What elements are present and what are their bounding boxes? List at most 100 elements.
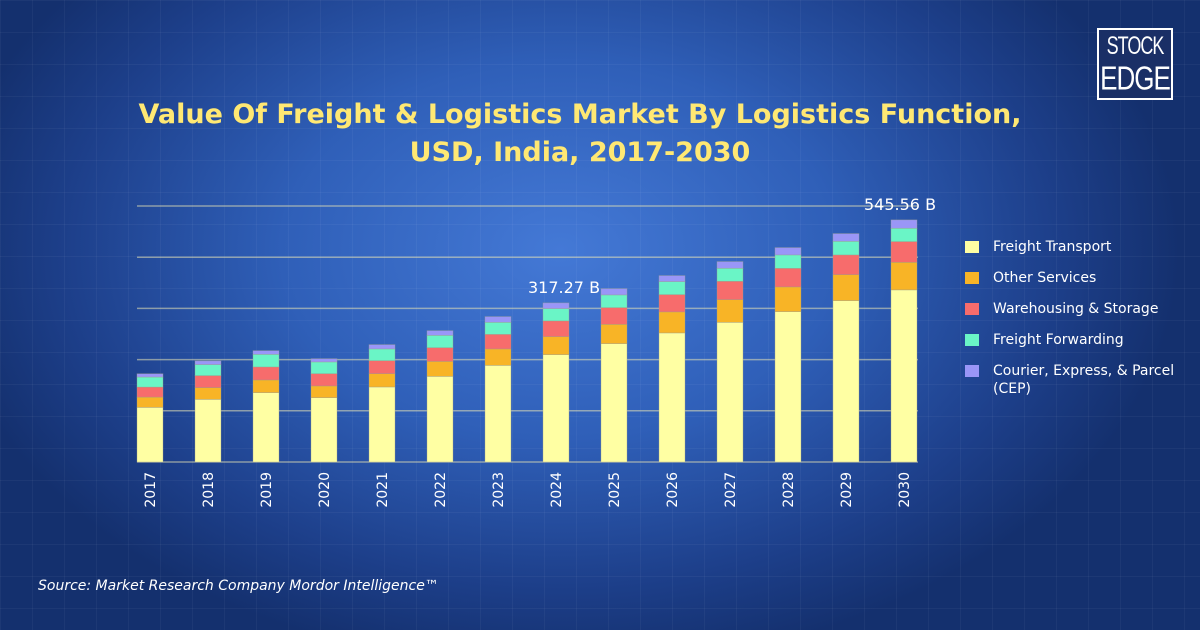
- title-line-1: Value Of Freight & Logistics Market By L…: [138, 99, 1022, 130]
- legend-swatch: [965, 303, 979, 315]
- legend-label: Freight Forwarding: [993, 332, 1124, 348]
- bar-segment-2026-0: [658, 332, 686, 463]
- x-tick-label: 2029: [839, 472, 855, 508]
- bar-segment-2025-4: [600, 288, 628, 296]
- bar-segment-2030-4: [890, 219, 918, 229]
- x-tick-label: 2027: [723, 472, 739, 508]
- bar-segment-2029-0: [832, 300, 860, 463]
- bar-segment-2029-4: [832, 233, 860, 242]
- logo-line-1: STOCK: [1106, 31, 1165, 60]
- legend-item: Freight Forwarding: [965, 331, 1183, 349]
- bar-segment-2022-4: [426, 330, 454, 336]
- legend: Freight Transport Other Services Warehousi…: [965, 238, 1183, 411]
- bar-segment-2020-1: [310, 385, 338, 398]
- stockedge-logo: STOCK EDGE: [1097, 28, 1173, 100]
- logo-line-2: EDGE: [1100, 58, 1171, 98]
- x-tick-label: 2021: [375, 472, 391, 508]
- bar-segment-2017-0: [136, 407, 164, 463]
- bar-segment-2018-4: [194, 360, 222, 365]
- legend-swatch: [965, 365, 979, 377]
- bar-segment-2024-4: [542, 302, 570, 309]
- bar-segment-2023-2: [484, 334, 512, 350]
- x-tick-label: 2025: [607, 472, 623, 508]
- legend-item: Freight Transport: [965, 238, 1183, 256]
- bar-segment-2022-3: [426, 335, 454, 348]
- bar-segment-2029-3: [832, 241, 860, 256]
- data-label: 317.27 B: [528, 278, 600, 297]
- x-tick-label: 2024: [549, 472, 565, 508]
- bar-segment-2024-0: [542, 354, 570, 463]
- bar-segment-2028-3: [774, 254, 802, 269]
- bar-segment-2019-1: [252, 379, 280, 393]
- legend-item: Other Services: [965, 269, 1183, 287]
- legend-swatch: [965, 272, 979, 284]
- bar-segment-2024-1: [542, 336, 570, 355]
- bar-segment-2028-1: [774, 286, 802, 312]
- legend-label: Freight Transport: [993, 239, 1112, 255]
- bar-segment-2018-3: [194, 364, 222, 376]
- bar-segment-2023-1: [484, 348, 512, 366]
- bar-segment-2022-2: [426, 347, 454, 362]
- bar-segment-2021-1: [368, 373, 396, 388]
- bar-segment-2017-4: [136, 373, 164, 378]
- bar-segment-2017-2: [136, 386, 164, 398]
- bar-segment-2026-2: [658, 294, 686, 313]
- bar-segment-2030-2: [890, 241, 918, 263]
- bar-segment-2026-1: [658, 311, 686, 334]
- bar-segment-2021-3: [368, 348, 396, 361]
- bar-segment-2023-3: [484, 322, 512, 335]
- bar-segment-2027-0: [716, 322, 744, 463]
- x-tick-label: 2030: [897, 472, 913, 508]
- bar-segment-2018-2: [194, 375, 222, 388]
- bar-segment-2024-3: [542, 308, 570, 322]
- x-tick-label: 2026: [665, 472, 681, 508]
- bar-segment-2026-3: [658, 281, 686, 295]
- bar-segment-2027-1: [716, 299, 744, 323]
- bar-segment-2018-0: [194, 399, 222, 463]
- bar-segment-2025-2: [600, 307, 628, 325]
- bar-segment-2017-1: [136, 396, 164, 408]
- source-note: Source: Market Research Company Mordor I…: [38, 578, 439, 594]
- legend-label: Warehousing & Storage: [993, 301, 1159, 317]
- bar-segment-2023-0: [484, 365, 512, 463]
- bar-segment-2022-1: [426, 361, 454, 377]
- data-label: 545.56 B: [864, 195, 936, 214]
- bar-segment-2020-2: [310, 373, 338, 387]
- bar-segment-2028-2: [774, 268, 802, 288]
- bar-segment-2030-1: [890, 262, 918, 291]
- bar-segment-2030-3: [890, 227, 918, 242]
- x-tick-label: 2028: [781, 472, 797, 508]
- bar-segment-2025-3: [600, 294, 628, 308]
- legend-swatch: [965, 241, 979, 253]
- bar-segment-2021-0: [368, 386, 396, 463]
- bar-segment-2029-1: [832, 274, 860, 301]
- bar-segment-2020-0: [310, 397, 338, 463]
- bar-segment-2025-1: [600, 324, 628, 344]
- chart-title: Value Of Freight & Logistics Market By L…: [0, 96, 1160, 172]
- bar-segment-2019-2: [252, 366, 280, 381]
- bar-segment-2019-0: [252, 392, 280, 463]
- bar-segment-2029-2: [832, 254, 860, 275]
- bar-segment-2027-3: [716, 267, 744, 282]
- x-tick-label: 2019: [259, 472, 275, 508]
- bar-segment-2020-3: [310, 361, 338, 374]
- bar-segment-2019-4: [252, 350, 280, 355]
- bar-segment-2024-2: [542, 320, 570, 337]
- legend-label: Other Services: [993, 270, 1097, 286]
- bar-segment-2028-0: [774, 311, 802, 463]
- title-line-2: USD, India, 2017-2030: [409, 137, 751, 168]
- bar-segment-2027-2: [716, 280, 744, 300]
- legend-label: Courier, Express, & Parcel (CEP): [993, 363, 1175, 397]
- legend-item: Warehousing & Storage: [965, 300, 1183, 318]
- bar-segment-2018-1: [194, 387, 222, 400]
- bar-segment-2021-2: [368, 360, 396, 374]
- bar-segment-2028-4: [774, 247, 802, 256]
- bar-segment-2023-4: [484, 316, 512, 323]
- x-tick-label: 2022: [433, 472, 449, 508]
- bar-segment-2030-0: [890, 289, 918, 463]
- x-tick-label: 2018: [201, 472, 217, 508]
- x-tick-label: 2020: [317, 472, 333, 508]
- x-tick-label: 2017: [143, 472, 159, 508]
- bar-segment-2017-3: [136, 376, 164, 388]
